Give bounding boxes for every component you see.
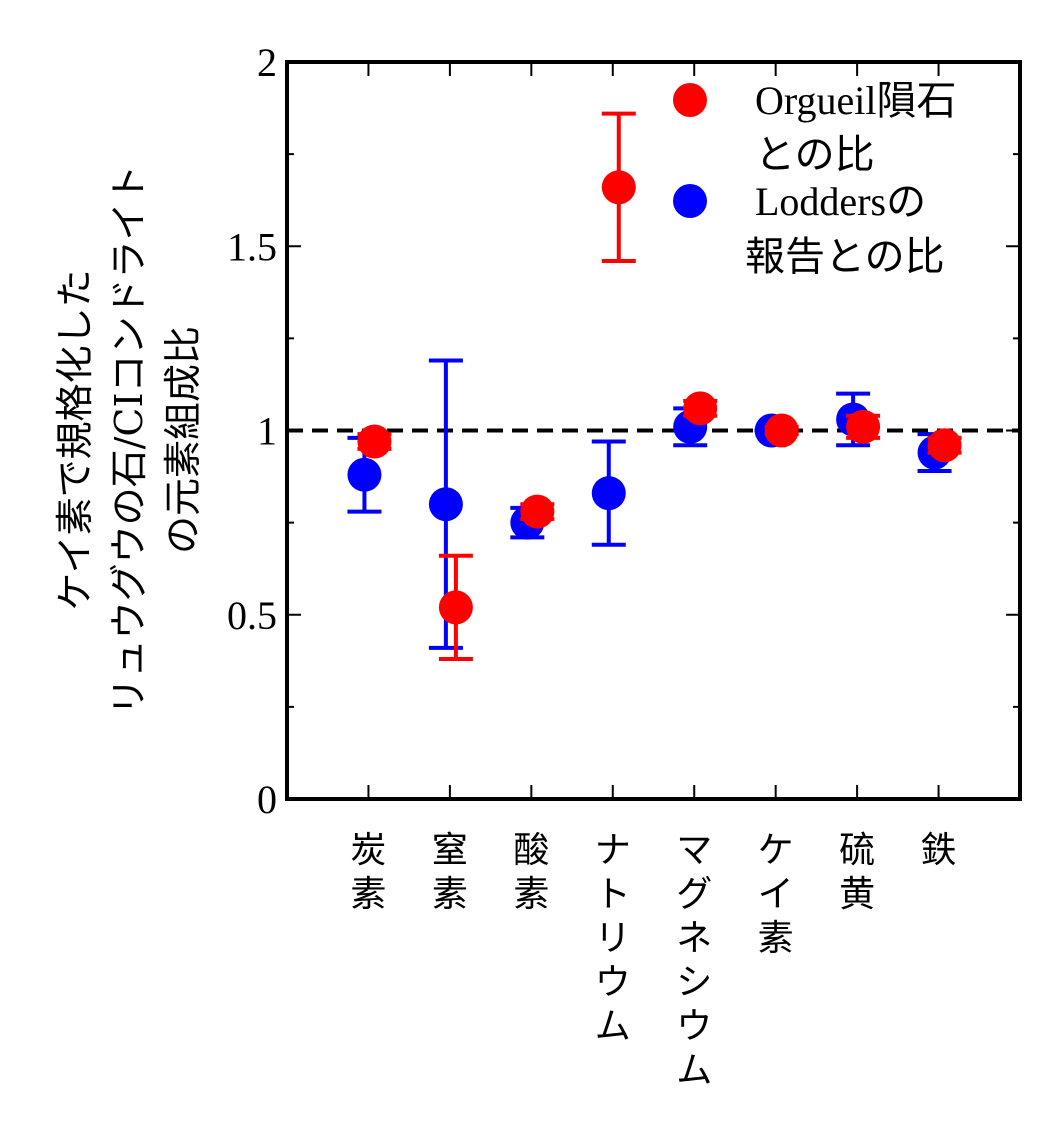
x-tick-label-char: グ xyxy=(676,874,712,915)
legend-marker-orgueil xyxy=(673,83,707,117)
x-tick-label-char: 炭 xyxy=(350,830,386,871)
legend-label-orgueil-3: との比 xyxy=(755,132,875,177)
x-tick-label-char: 黄 xyxy=(839,874,875,915)
x-tick-label-char: イ xyxy=(758,874,794,915)
legend-label-orgueil-1: Orgueil xyxy=(755,78,876,123)
legend-label-orgueil-2: 隕石 xyxy=(876,78,956,123)
x-tick-label-char: ウ xyxy=(595,962,631,1003)
x-tick-label: 炭素 xyxy=(350,830,386,915)
x-tick-label: 酸素 xyxy=(513,830,549,915)
x-tick-label-char: ナ xyxy=(595,830,631,871)
y-tick-label: 2 xyxy=(257,40,277,85)
data-point-group xyxy=(438,553,473,661)
data-point xyxy=(357,424,392,459)
y-axis-label-line-2: リュウグウの石/CIコンドライト xyxy=(107,165,151,716)
x-tick-label-char: マ xyxy=(676,830,712,871)
x-tick-label: 鉄 xyxy=(921,830,957,871)
legend: Orgueil隕石 との比 Loddersの 報告との比 xyxy=(673,78,956,279)
data-point xyxy=(438,590,473,625)
x-tick-label-char: 素 xyxy=(432,874,468,915)
x-tick-label-char: 硫 xyxy=(839,830,875,871)
data-point-group xyxy=(601,111,636,263)
x-tick-label-char: 鉄 xyxy=(921,830,957,871)
x-tick-label-char: ム xyxy=(595,1006,631,1047)
y-tick-label: 0 xyxy=(257,777,277,822)
data-point-group xyxy=(591,439,626,547)
data-point-group xyxy=(764,413,799,448)
data-point xyxy=(601,170,636,205)
x-tick-label: 硫黄 xyxy=(839,830,875,915)
data-point xyxy=(591,476,626,511)
data-point-group xyxy=(927,428,962,463)
x-tick-label-char: 素 xyxy=(758,918,794,959)
data-point xyxy=(520,494,555,529)
x-tick-label-char: 素 xyxy=(350,874,386,915)
legend-label-lodders-1: Lodders xyxy=(755,179,886,224)
x-tick-label: ケイ素 xyxy=(758,830,794,959)
x-tick-label-char: リ xyxy=(595,918,631,959)
x-tick-label-char: ネ xyxy=(676,918,712,959)
data-point xyxy=(764,413,799,448)
y-tick-label: 0.5 xyxy=(227,593,277,638)
data-point-group xyxy=(846,409,881,444)
x-tick-label-char: ム xyxy=(676,1050,712,1091)
data-point xyxy=(428,487,463,522)
x-tick-label-char: 酸 xyxy=(513,830,549,871)
data-point xyxy=(927,428,962,463)
legend-marker-lodders xyxy=(673,184,707,218)
data-point-group xyxy=(357,424,392,459)
legend-label-lodders-3: 報告との比 xyxy=(745,234,945,279)
y-axis-label-line-3: の元素組成比 xyxy=(161,326,205,554)
data-point-group xyxy=(683,391,718,426)
x-tick-label: 窒素 xyxy=(432,830,468,915)
x-tick-label-char: シ xyxy=(676,962,712,1003)
x-tick-label-char: 素 xyxy=(513,874,549,915)
x-tick-label-char: ケ xyxy=(758,830,794,871)
legend-label-lodders-2: の xyxy=(886,179,926,224)
data-point xyxy=(683,391,718,426)
plot-frame xyxy=(285,60,1022,801)
svg-text:Orgueil隕石: Orgueil隕石 xyxy=(755,78,956,123)
y-axis-label: ケイ素で規格化した リュウグウの石/CIコンドライト の元素組成比 xyxy=(53,165,205,716)
data-point-group xyxy=(520,494,555,529)
data-point xyxy=(846,409,881,444)
data-point xyxy=(347,457,382,492)
y-tick-label: 1.5 xyxy=(227,224,277,269)
x-tick-label-char: 窒 xyxy=(432,830,468,871)
x-tick-label-char: ト xyxy=(595,874,631,915)
y-tick-label: 1 xyxy=(257,409,277,454)
y-axis-label-line-1: ケイ素で規格化した xyxy=(53,269,97,610)
svg-text:Loddersの: Loddersの xyxy=(755,179,926,224)
x-tick-label-char: ウ xyxy=(676,1006,712,1047)
